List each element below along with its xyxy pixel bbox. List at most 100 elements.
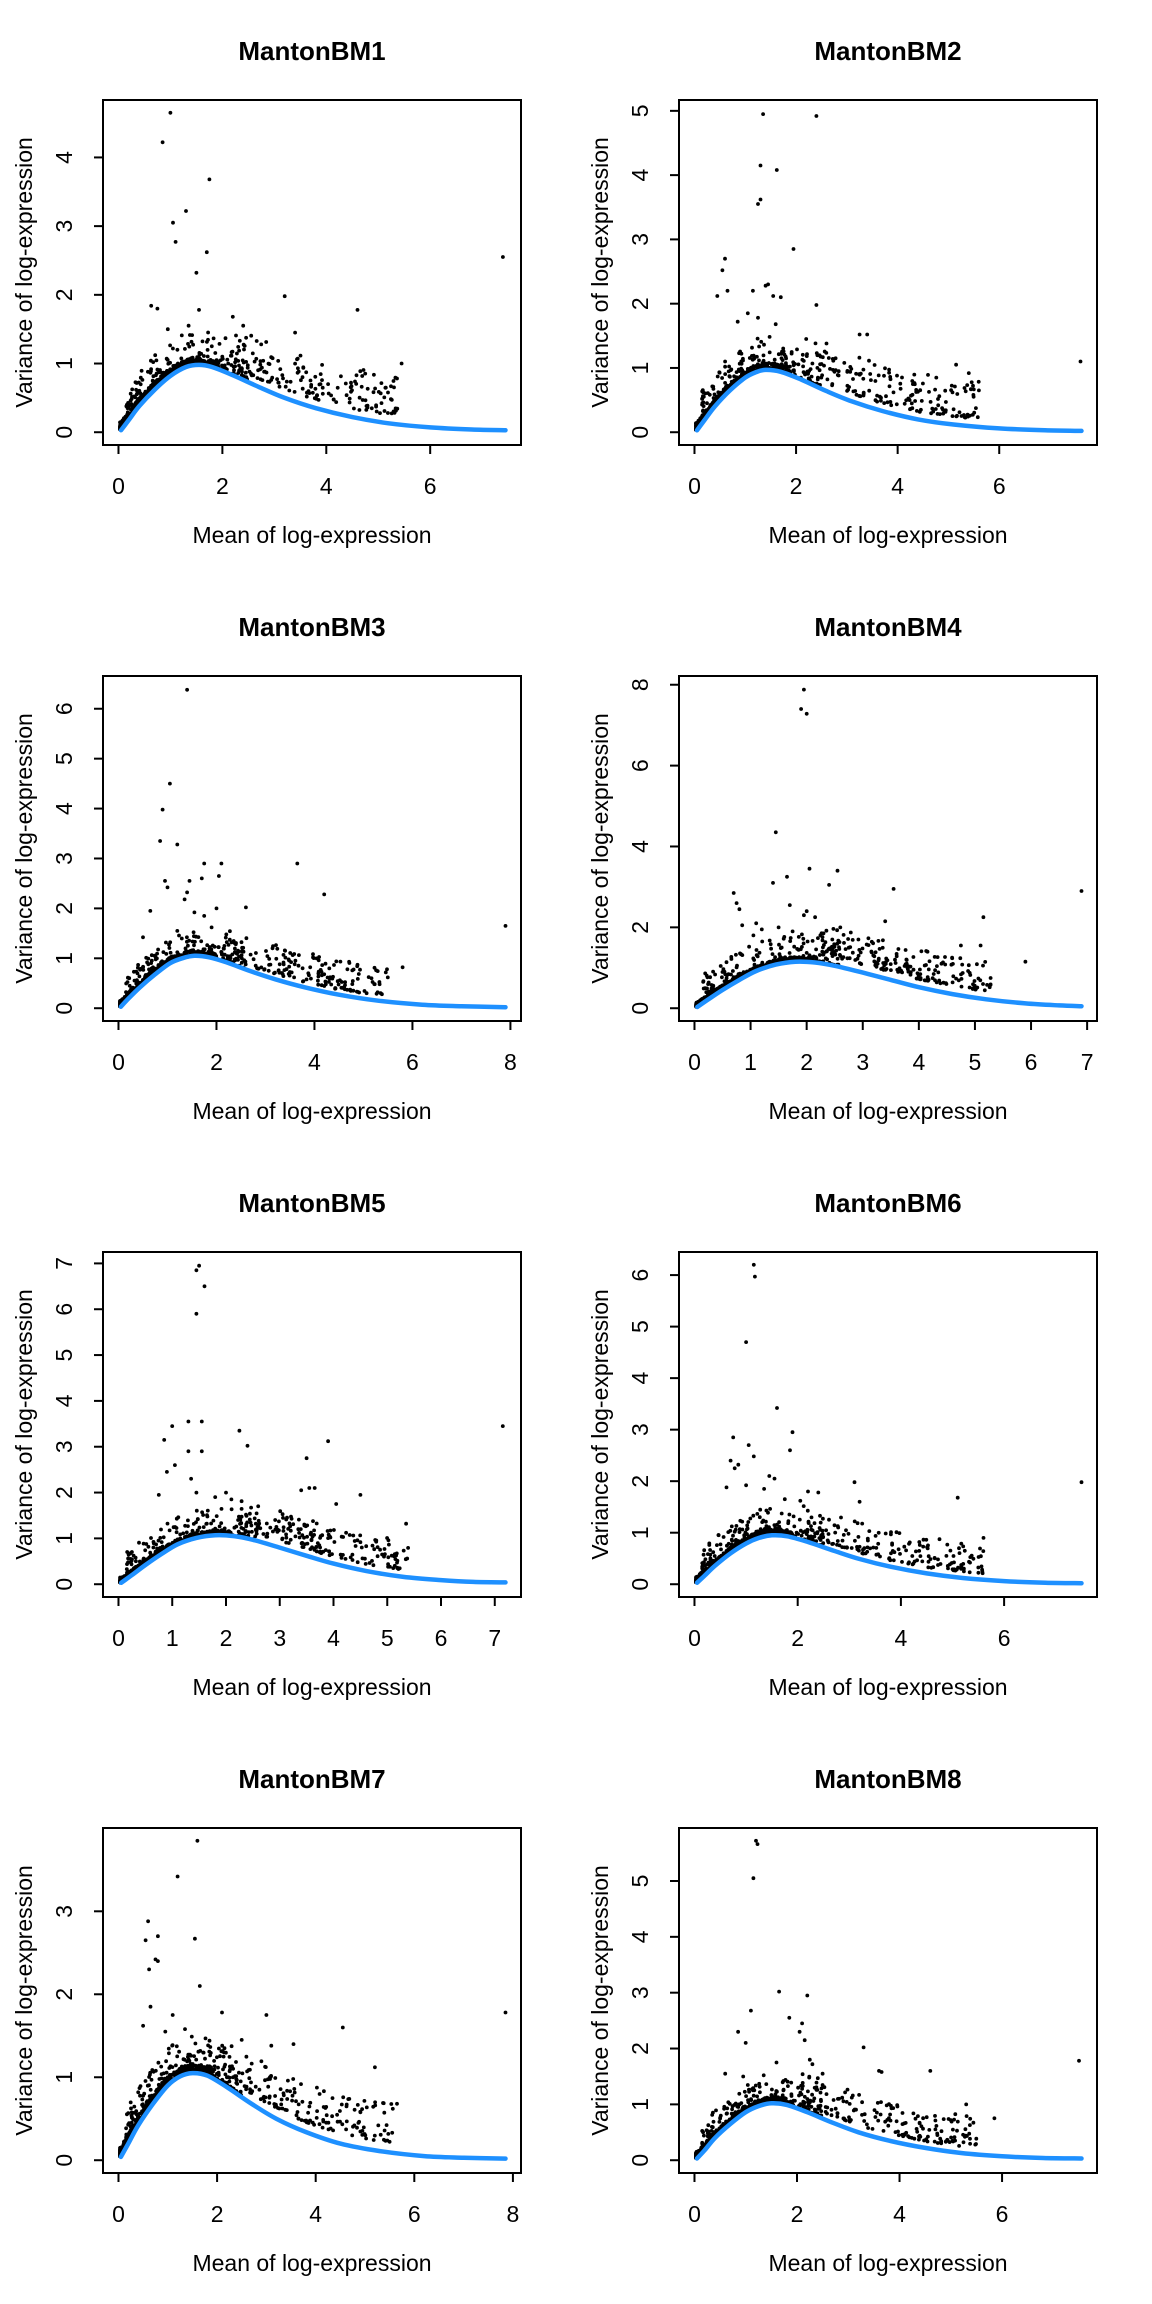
plot-panel-mantonbm3: 0 2 4 6 8 0 1 2 3 4 5 6 MantonBM3 Mean of log-expre…: [0, 576, 576, 1152]
y-axis-label: Variance of log-expression: [587, 137, 613, 408]
scatter-plot-mantonbm2: 0 2 4 6 0 1 2 3 4 5 MantonBM2 Mean of log-express…: [587, 36, 1098, 548]
svg-text:2: 2: [51, 902, 77, 915]
svg-text:2: 2: [210, 1049, 223, 1075]
y-axis-label: Variance of log-expression: [11, 713, 37, 984]
svg-text:3: 3: [51, 852, 77, 865]
plot-area: 0 1 2 3 4 5 6 7 0 1 2 3 4 5 6 7: [51, 1251, 522, 1651]
svg-text:1: 1: [744, 1049, 757, 1075]
x-axis-label: Mean of log-expression: [768, 522, 1007, 548]
svg-text:5: 5: [51, 1349, 77, 1362]
svg-text:2: 2: [627, 297, 653, 310]
svg-text:3: 3: [627, 233, 653, 246]
svg-text:1: 1: [51, 357, 77, 370]
scatter-plot-mantonbm4: 0 1 2 3 4 5 6 7 0 2 4 6 8 MantonBM4 Mean of log-expr…: [587, 612, 1098, 1124]
svg-text:6: 6: [51, 702, 77, 715]
svg-text:2: 2: [800, 1049, 813, 1075]
svg-text:2: 2: [220, 1625, 233, 1651]
svg-text:4: 4: [327, 1625, 340, 1651]
scatter-plot-mantonbm5: 0 1 2 3 4 5 6 7 0 1 2 3 4 5 6 7 MantonBM5 Mean of log-e…: [11, 1188, 522, 1700]
svg-text:4: 4: [51, 151, 77, 164]
x-axis-label: Mean of log-expression: [768, 1098, 1007, 1124]
svg-text:6: 6: [993, 473, 1006, 499]
svg-text:1: 1: [166, 1625, 179, 1651]
y-axis-label: Variance of log-expression: [11, 137, 37, 408]
svg-text:5: 5: [381, 1625, 394, 1651]
svg-text:6: 6: [1025, 1049, 1038, 1075]
x-axis-label: Mean of log-expression: [192, 2250, 431, 2276]
plot-title: MantonBM7: [238, 1764, 385, 1794]
x-axis-label: Mean of log-expression: [768, 1674, 1007, 1700]
svg-text:0: 0: [688, 473, 701, 499]
svg-text:0: 0: [51, 1002, 77, 1015]
y-axis-label: Variance of log-expression: [11, 1289, 37, 1560]
y-axis-label: Variance of log-expression: [587, 713, 613, 984]
svg-text:0: 0: [112, 1049, 125, 1075]
svg-text:0: 0: [112, 473, 125, 499]
plot-area: 0 2 4 6 0 1 2 3 4: [51, 99, 522, 499]
svg-text:0: 0: [627, 1002, 653, 1015]
svg-text:4: 4: [308, 1049, 321, 1075]
plot-panel-mantonbm5: 0 1 2 3 4 5 6 7 0 1 2 3 4 5 6 7 MantonBM5 Mean of log-e…: [0, 1152, 576, 1728]
x-axis-label: Mean of log-expression: [192, 1674, 431, 1700]
svg-text:2: 2: [790, 473, 803, 499]
svg-text:4: 4: [51, 1394, 77, 1407]
plot-title: MantonBM1: [238, 36, 385, 66]
svg-text:4: 4: [627, 169, 653, 182]
svg-text:8: 8: [627, 678, 653, 691]
plot-panel-mantonbm4: 0 1 2 3 4 5 6 7 0 2 4 6 8 MantonBM4 Mean of log-expr…: [576, 576, 1152, 1152]
svg-text:5: 5: [969, 1049, 982, 1075]
svg-text:6: 6: [424, 473, 437, 499]
scatter-plot-mantonbm1: 0 2 4 6 0 1 2 3 4 MantonBM1 Mean of log-expressi…: [11, 36, 522, 548]
x-axis-label: Mean of log-expression: [768, 2250, 1007, 2276]
plot-area: 0 2 4 6 8 0 1 2 3 4 5 6: [51, 675, 522, 1075]
plot-title: MantonBM8: [814, 1764, 961, 1794]
svg-text:7: 7: [1081, 1049, 1094, 1075]
svg-text:2: 2: [627, 921, 653, 934]
svg-text:1: 1: [51, 1532, 77, 1545]
svg-text:4: 4: [51, 802, 77, 815]
svg-text:6: 6: [435, 1625, 448, 1651]
svg-text:4: 4: [912, 1049, 925, 1075]
svg-text:5: 5: [51, 752, 77, 765]
svg-text:7: 7: [488, 1625, 501, 1651]
svg-text:3: 3: [273, 1625, 286, 1651]
svg-text:4: 4: [891, 473, 904, 499]
svg-text:1: 1: [51, 952, 77, 965]
svg-text:1: 1: [627, 362, 653, 375]
svg-text:7: 7: [51, 1257, 77, 1270]
plot-title: MantonBM6: [814, 1188, 961, 1218]
svg-text:0: 0: [112, 1625, 125, 1651]
plot-title: MantonBM3: [238, 612, 385, 642]
svg-text:2: 2: [51, 288, 77, 301]
y-axis-label: Variance of log-expression: [587, 1865, 613, 2136]
plot-title: MantonBM5: [238, 1188, 385, 1218]
svg-text:5: 5: [627, 104, 653, 117]
svg-text:3: 3: [856, 1049, 869, 1075]
svg-text:8: 8: [504, 1049, 517, 1075]
scatter-plot-mantonbm3: 0 2 4 6 8 0 1 2 3 4 5 6 MantonBM3 Mean of log-expre…: [11, 612, 522, 1124]
plot-title: MantonBM4: [814, 612, 962, 642]
svg-text:2: 2: [216, 473, 229, 499]
svg-text:6: 6: [51, 1303, 77, 1316]
svg-text:6: 6: [627, 759, 653, 772]
plot-panel-mantonbm1: 0 2 4 6 0 1 2 3 4 MantonBM1 Mean of log-expressi…: [0, 0, 576, 576]
y-axis-label: Variance of log-expression: [11, 1865, 37, 2136]
svg-text:2: 2: [51, 1486, 77, 1499]
svg-text:4: 4: [627, 840, 653, 853]
svg-text:3: 3: [51, 220, 77, 233]
svg-text:3: 3: [51, 1440, 77, 1453]
plot-panel-mantonbm2: 0 2 4 6 0 1 2 3 4 5 MantonBM2 Mean of log-express…: [576, 0, 1152, 576]
svg-text:6: 6: [406, 1049, 419, 1075]
plot-area: 0 1 2 3 4 5 6 7 0 2 4 6 8: [627, 675, 1098, 1075]
